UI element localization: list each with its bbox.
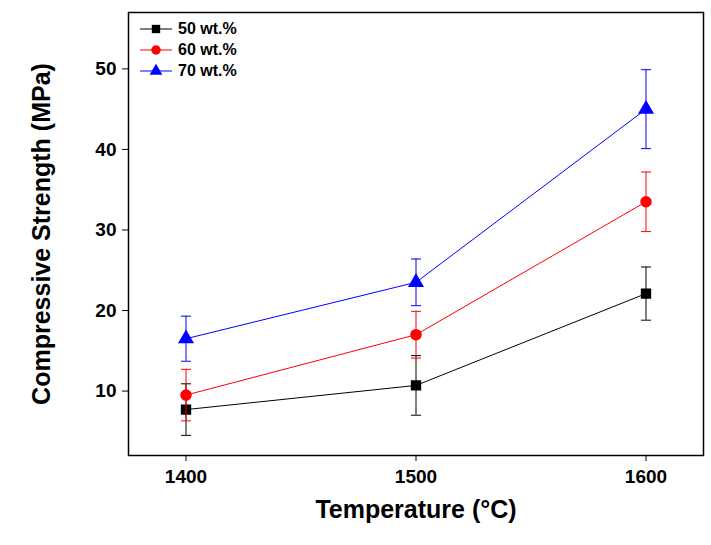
svg-text:50: 50	[95, 58, 116, 79]
svg-text:1400: 1400	[165, 466, 207, 487]
svg-text:30: 30	[95, 219, 116, 240]
svg-text:1600: 1600	[625, 466, 667, 487]
html-text:70 wt.%: 70 wt.%	[178, 62, 237, 79]
svg-text:10: 10	[95, 380, 116, 401]
svg-text:20: 20	[95, 300, 116, 321]
html-text:60 wt.%: 60 wt.%	[178, 41, 237, 58]
svg-text:Compressive Strength (MPa): Compressive Strength (MPa)	[27, 63, 55, 405]
html-text:50 wt.%: 50 wt.%	[178, 20, 237, 37]
svg-text:Temperature (°C): Temperature (°C)	[315, 495, 516, 523]
svg-text:40: 40	[95, 139, 116, 160]
svg-text:1500: 1500	[395, 466, 437, 487]
